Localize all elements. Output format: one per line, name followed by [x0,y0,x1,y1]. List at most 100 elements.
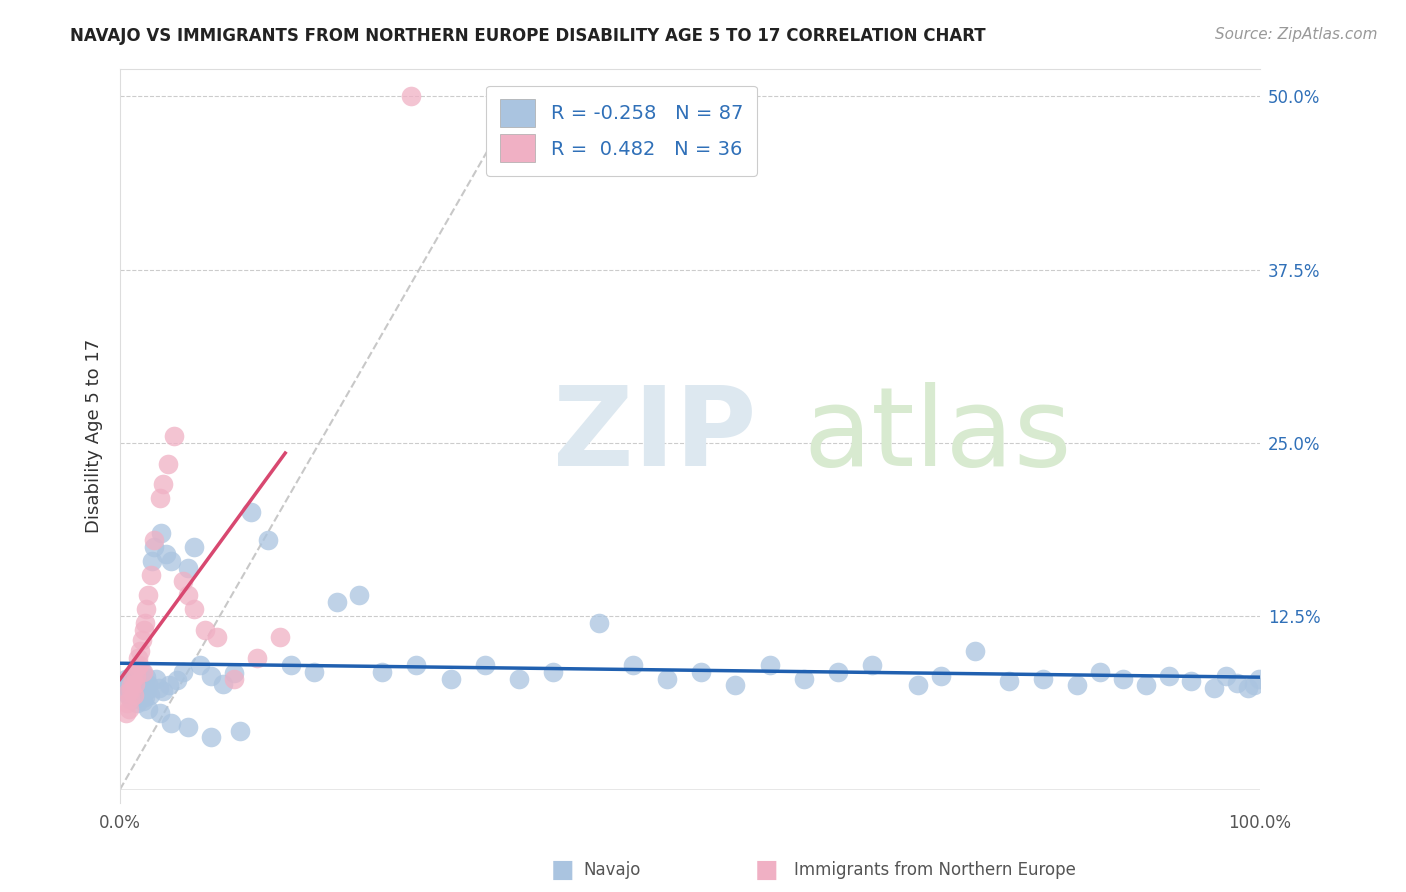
Point [724,678,747,692]
Point [114,706,136,721]
Point [162,429,184,443]
Point [135,670,157,684]
Point [145,672,167,686]
Point [149,706,172,721]
Point [122,677,145,691]
Point [125,660,148,674]
Point [143,533,166,547]
Point [131,665,153,679]
Point [121,685,143,699]
Point [541,665,564,679]
Point [188,657,211,672]
Text: NAVAJO VS IMMIGRANTS FROM NORTHERN EUROPE DISABILITY AGE 5 TO 17 CORRELATION CHA: NAVAJO VS IMMIGRANTS FROM NORTHERN EUROP… [70,27,986,45]
Point [160,715,183,730]
Point [508,672,530,686]
Point [132,623,155,637]
Point [132,680,155,694]
Text: Immigrants from Northern Europe: Immigrants from Northern Europe [794,861,1076,879]
Point [114,678,136,692]
Point [136,682,159,697]
Point [1226,675,1249,690]
Point [222,672,245,686]
Point [120,682,142,697]
Point [129,644,152,658]
Point [115,697,138,711]
Point [1066,678,1088,692]
Point [117,685,139,699]
Point [155,547,177,561]
Point [349,588,371,602]
Point [690,665,713,679]
Point [177,560,200,574]
Point [128,657,150,672]
Point [998,674,1021,689]
Point [758,657,780,672]
Point [138,677,160,691]
Point [132,694,155,708]
Text: Navajo: Navajo [583,861,641,879]
Point [139,567,162,582]
Point [860,657,883,672]
Point [160,554,183,568]
Point [588,616,610,631]
Point [149,491,172,506]
Point [125,669,148,683]
Text: ■: ■ [755,858,778,881]
Text: atlas: atlas [804,383,1073,490]
Point [205,630,228,644]
Point [125,690,148,705]
Point [152,684,174,698]
Legend: R = -0.258   N = 87, R =  0.482   N = 36: R = -0.258 N = 87, R = 0.482 N = 36 [486,86,756,176]
Point [405,657,427,672]
Point [929,669,952,683]
Point [211,677,233,691]
Point [135,602,157,616]
Point [150,525,173,540]
Point [200,730,222,744]
Point [157,678,180,692]
Text: Source: ZipAtlas.com: Source: ZipAtlas.com [1215,27,1378,42]
Point [152,477,174,491]
Point [240,505,263,519]
Point [399,89,422,103]
Point [127,650,149,665]
Point [120,678,142,692]
Point [1088,665,1111,679]
Point [1032,672,1054,686]
Point [222,665,245,680]
Point [132,672,155,686]
Point [124,677,146,691]
Point [118,702,141,716]
Point [120,692,142,706]
Point [166,673,188,687]
Point [1247,672,1270,686]
Point [371,665,394,679]
Point [120,674,142,689]
Point [121,672,143,686]
Point [156,457,179,471]
Point [122,688,145,702]
Point [183,540,205,554]
Point [963,644,986,658]
Point [793,672,815,686]
Point [138,688,160,702]
Point [127,684,149,698]
Point [177,588,200,602]
Text: ■: ■ [551,858,574,881]
Point [124,681,146,696]
Point [655,672,678,686]
Point [128,675,150,690]
Point [132,665,155,679]
Point [117,688,139,702]
Point [129,687,152,701]
Point [125,673,148,687]
Point [125,667,148,681]
Point [474,657,496,672]
Point [1215,669,1237,683]
Point [125,697,148,711]
Point [194,623,217,637]
Point [138,588,160,602]
Point [134,616,156,631]
Point [827,665,849,679]
Point [131,632,153,647]
